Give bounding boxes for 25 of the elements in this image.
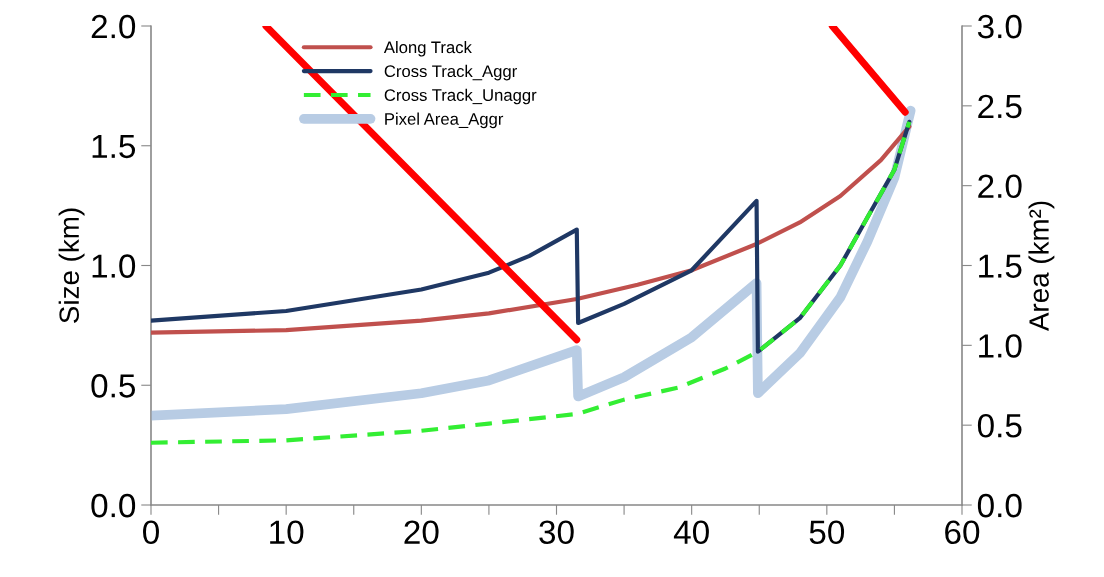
x-tick-label: 60 bbox=[945, 520, 980, 545]
y-tick-label: 0.0 bbox=[91, 493, 136, 518]
y2-tick-label: 1.5 bbox=[979, 254, 1022, 278]
y2-tick-label: 2.5 bbox=[978, 94, 1022, 119]
legend-label: Cross Track_Aggr bbox=[384, 64, 517, 81]
y2-axis-title: Area (km²) bbox=[1028, 201, 1055, 332]
y2-tick-label: 1.0 bbox=[979, 334, 1022, 358]
y-tick-label: 1.0 bbox=[92, 254, 136, 278]
x-tick-label: 20 bbox=[404, 520, 439, 545]
y2-tick-label: 0.0 bbox=[977, 493, 1022, 518]
x-tick-label: 40 bbox=[673, 520, 709, 545]
x-tick-label: 0 bbox=[143, 520, 159, 545]
x-tick-label: 30 bbox=[539, 520, 574, 545]
x-tick-label: 10 bbox=[270, 520, 304, 545]
x-tick-label: 50 bbox=[809, 520, 845, 545]
y-tick-label: 2.0 bbox=[91, 14, 136, 39]
y2-tick-label: 2.0 bbox=[978, 174, 1022, 199]
legend-label: Cross Track_Unaggr bbox=[384, 88, 537, 105]
y2-tick-label: 3.0 bbox=[977, 14, 1022, 39]
y2-tick-label: 0.5 bbox=[977, 413, 1022, 438]
legend-label: Along Track bbox=[383, 41, 472, 57]
legend-label: Pixel Area_Aggr bbox=[385, 112, 504, 129]
y-axis-title: Size (km) bbox=[58, 208, 85, 323]
y-tick-label: 0.5 bbox=[91, 374, 136, 398]
y-tick-label: 1.5 bbox=[92, 134, 136, 159]
